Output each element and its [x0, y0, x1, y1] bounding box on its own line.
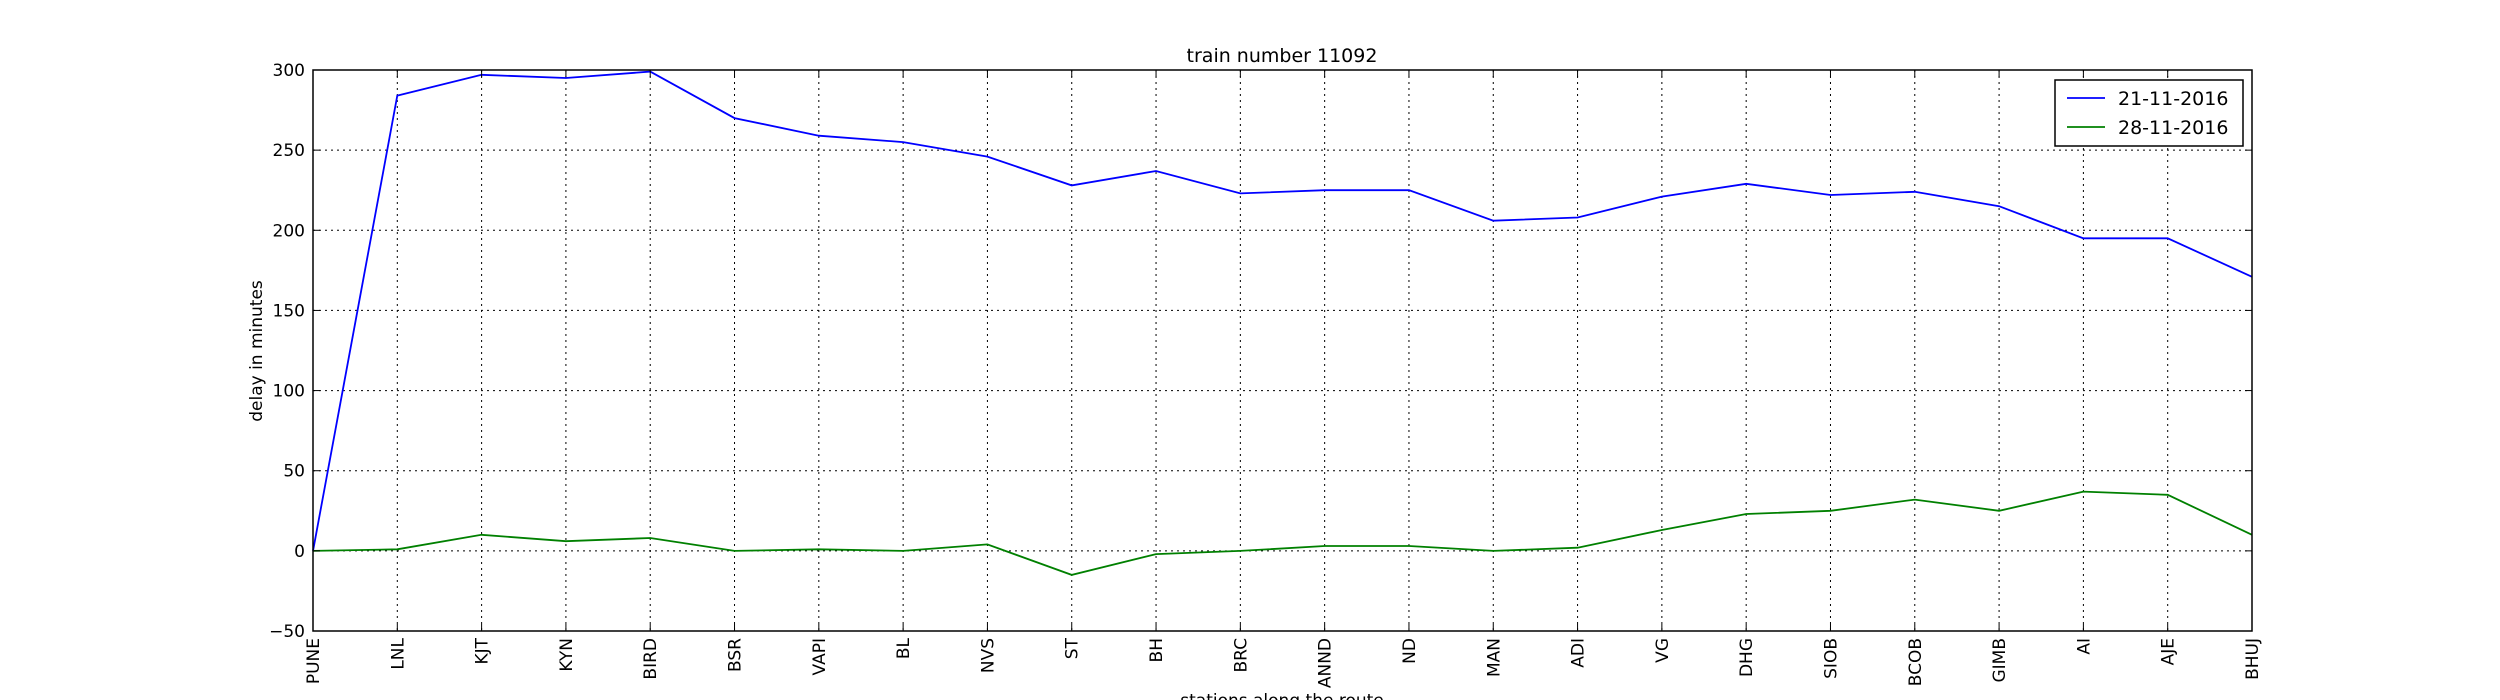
y-tick-label: 100	[273, 382, 305, 402]
x-axis-label: stations along the route	[1180, 691, 1384, 700]
x-tick-label: BH	[1147, 638, 1167, 662]
x-tick-label: BHUJ	[2243, 638, 2263, 680]
y-tick-label: 50	[283, 462, 305, 482]
x-tick-label: AJE	[2159, 638, 2179, 665]
chart-series	[312, 70, 2253, 576]
x-tick-label: SIOB	[1821, 638, 1841, 679]
x-tick-label: MAN	[1484, 638, 1504, 677]
y-tick-label: −50	[269, 622, 305, 642]
series-line-1	[312, 70, 2253, 552]
x-tick-label: KYN	[557, 638, 577, 672]
legend: 21-11-2016 28-11-2016	[2054, 79, 2244, 147]
y-tick-label: 250	[273, 141, 305, 161]
x-tick-label: BSR	[726, 638, 746, 672]
axis-ticks: PUNE LNL KJT KYN BIRD BSR VAPI BL NVS ST BH BRC ANND…	[269, 61, 2263, 688]
y-tick-label: 300	[273, 61, 305, 81]
grid-lines	[312, 69, 2253, 632]
x-tick-label: BCOB	[1906, 638, 1926, 686]
y-tick-label: 200	[273, 221, 305, 241]
x-tick-label: BRC	[1231, 638, 1251, 673]
plot-area-frame	[312, 69, 2253, 632]
x-tick-label: VG	[1653, 638, 1673, 663]
x-tick-label: ND	[1400, 638, 1420, 664]
x-tick-label: DHG	[1737, 638, 1757, 677]
x-tick-label: ADI	[1569, 638, 1589, 668]
y-axis-label: delay in minutes	[247, 280, 267, 422]
x-tick-label: BL	[894, 637, 914, 659]
x-tick-label: BIRD	[641, 638, 661, 680]
x-tick-label: ANND	[1316, 638, 1336, 688]
y-tick-label: 150	[273, 301, 305, 321]
x-tick-label: NVS	[978, 638, 998, 673]
x-tick-label: VAPI	[810, 638, 830, 675]
x-tick-label: KJT	[473, 637, 493, 664]
legend-label: 28-11-2016	[2118, 117, 2228, 139]
legend-box	[2054, 79, 2244, 147]
legend-label: 21-11-2016	[2118, 88, 2228, 110]
x-tick-label: GIMB	[1990, 638, 2010, 683]
y-tick-label: 0	[294, 542, 305, 562]
x-tick-label: LNL	[388, 637, 408, 669]
chart-title: train number 11092	[1187, 45, 1378, 67]
series-line-2	[312, 490, 2253, 576]
x-tick-label: AI	[2074, 638, 2094, 655]
x-tick-label: ST	[1063, 637, 1083, 659]
x-tick-label: PUNE	[304, 638, 324, 684]
